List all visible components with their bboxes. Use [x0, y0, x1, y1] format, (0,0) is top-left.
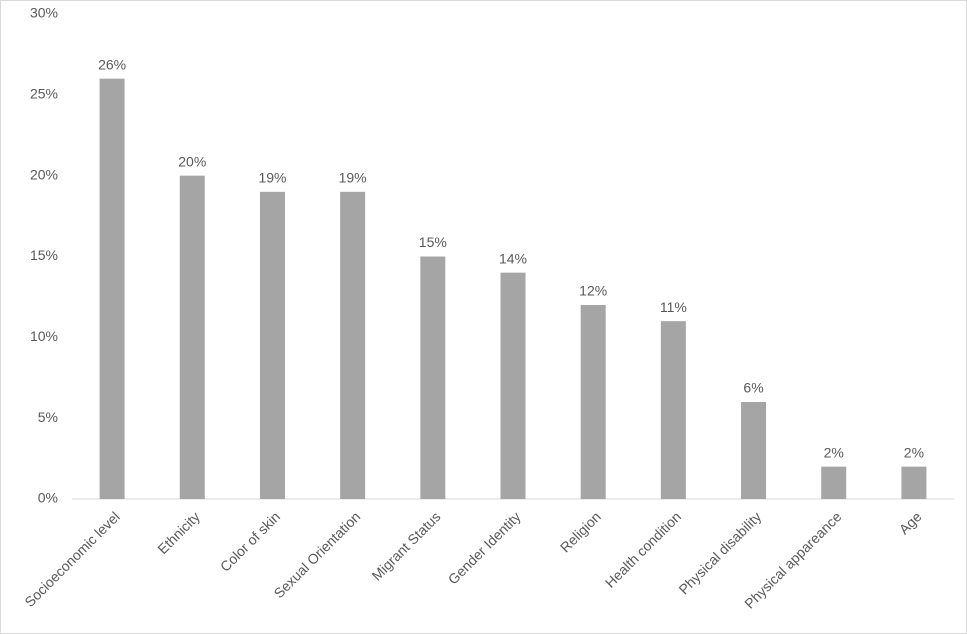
- bar: [99, 78, 125, 500]
- bar: [340, 191, 366, 500]
- value-label: 19%: [258, 170, 286, 186]
- value-label: 14%: [499, 250, 527, 266]
- bar: [420, 256, 446, 499]
- value-label: 2%: [824, 444, 844, 460]
- bar: [580, 305, 606, 499]
- y-tick-label: 30%: [30, 5, 58, 21]
- value-label: 12%: [579, 283, 607, 299]
- bar: [500, 272, 526, 499]
- y-tick-label: 0%: [38, 490, 58, 506]
- y-tick-label: 10%: [30, 328, 58, 344]
- y-tick-label: 15%: [30, 247, 58, 263]
- value-label: 6%: [743, 380, 763, 396]
- y-tick-label: 25%: [30, 86, 58, 102]
- value-label: 26%: [98, 56, 126, 72]
- bar: [821, 466, 847, 499]
- bar: [179, 175, 205, 499]
- bar: [259, 191, 285, 500]
- value-label: 19%: [339, 170, 367, 186]
- bar: [901, 466, 927, 499]
- value-label: 20%: [178, 153, 206, 169]
- value-label: 2%: [904, 444, 924, 460]
- bar: [660, 321, 686, 499]
- value-label: 11%: [660, 299, 687, 315]
- y-tick-label: 20%: [30, 166, 58, 182]
- value-label: 15%: [419, 234, 447, 250]
- y-tick-label: 5%: [38, 409, 58, 425]
- bar: [741, 402, 767, 499]
